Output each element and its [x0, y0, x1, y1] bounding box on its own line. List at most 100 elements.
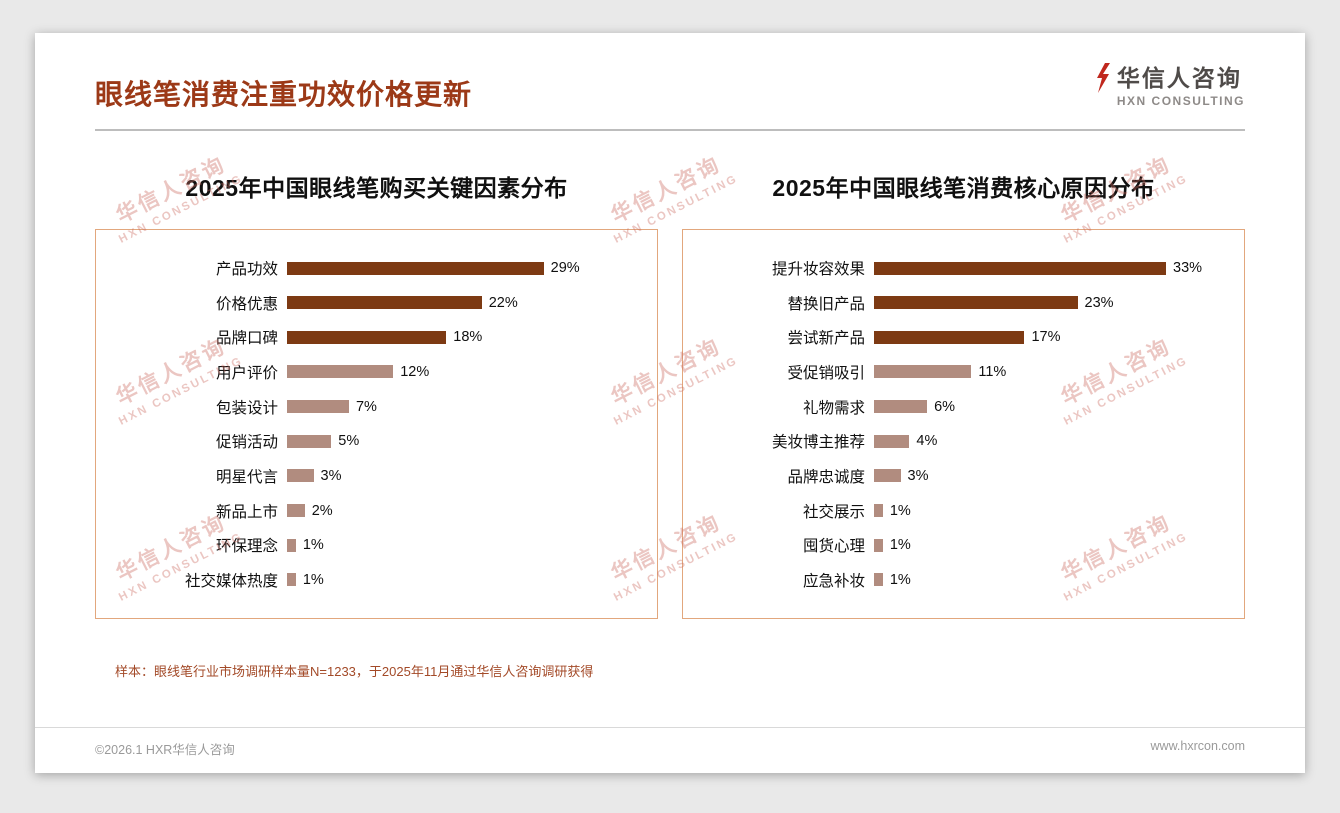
- bar-value-label: 2%: [311, 502, 333, 519]
- header: 眼线笔消费注重功效价格更新 华信人咨询 HXN CONSULTING: [35, 33, 1305, 113]
- charts-section: 2025年中国眼线笔购买关键因素分布 产品功效 29% 价格优惠 22% 品牌口碑 18%…: [35, 169, 1305, 619]
- bar-value-label: 6%: [934, 398, 956, 415]
- bar-value-label: 29%: [550, 260, 580, 276]
- company-logo: 华信人咨询 HXN CONSULTING: [1094, 59, 1245, 108]
- bar-track: 4%: [874, 433, 1228, 449]
- sample-footnote: 样本：眼线笔行业市场调研样本量N=1233，于2025年11月通过华信人咨询调研…: [115, 664, 594, 679]
- bar: [874, 434, 910, 448]
- bar-row: 促销活动 5%: [106, 425, 641, 457]
- bar-track: 1%: [874, 572, 1228, 588]
- bar-value-label: 17%: [1031, 329, 1061, 346]
- bar-value-label: 1%: [889, 502, 911, 519]
- bar-value-label: 1%: [302, 537, 324, 554]
- bar-track: 5%: [287, 433, 641, 449]
- logo-name: 华信人咨询: [1116, 65, 1242, 91]
- bar-category-label: 包装设计: [215, 399, 278, 417]
- bar-row: 环保理念 1%: [106, 529, 641, 561]
- bar: [287, 330, 447, 344]
- bar-track: 2%: [287, 503, 641, 519]
- bar-track: 3%: [287, 468, 641, 484]
- bar-value-label: 33%: [1173, 260, 1203, 276]
- bar: [287, 469, 314, 483]
- bar-row: 品牌口碑 18%: [106, 321, 641, 353]
- bar: [874, 504, 883, 518]
- bar-track: 3%: [874, 468, 1228, 484]
- bar-category-label: 提升妆容效果: [771, 261, 865, 278]
- footer: ©2026.1 HXR华信人咨询 www.hxrcon.com: [35, 727, 1305, 773]
- bar-category-label: 礼物需求: [802, 399, 865, 417]
- bar: [287, 434, 332, 448]
- logo-subtitle: HXN CONSULTING: [1116, 94, 1245, 108]
- report-slide: 华信人咨询 HXN CONSULTING 华信人咨询 HXN CONSULTING 华信…: [35, 33, 1305, 773]
- bar-category-label: 美妆博主推荐: [771, 434, 865, 452]
- bar-value-label: 1%: [889, 571, 911, 588]
- bar: [287, 504, 305, 518]
- bar-track: 1%: [874, 503, 1228, 519]
- bar-value-label: 3%: [907, 467, 929, 484]
- bar: [874, 469, 901, 483]
- bar-category-label: 用户评价: [215, 364, 278, 382]
- bar-value-label: 23%: [1084, 294, 1114, 311]
- bar-category-label: 品牌口碑: [215, 330, 278, 348]
- bar-row: 礼物需求 6%: [693, 391, 1228, 423]
- bar-category-label: 社交媒体热度: [184, 572, 278, 590]
- chart-block-purchase-factors: 2025年中国眼线笔购买关键因素分布 产品功效 29% 价格优惠 22% 品牌口碑 18%…: [95, 169, 658, 619]
- footer-website: www.hxrcon.com: [1150, 739, 1245, 753]
- bar: [287, 400, 349, 414]
- bar-value-label: 3%: [320, 467, 342, 484]
- bar-value-label: 4%: [916, 433, 938, 450]
- bar-category-label: 促销活动: [215, 434, 278, 452]
- bar: [287, 365, 394, 379]
- bar-track: 6%: [874, 399, 1228, 415]
- logo-text: 华信人咨询 HXN CONSULTING: [1117, 59, 1245, 108]
- bar-value-label: 1%: [302, 571, 324, 588]
- bar: [874, 261, 1167, 275]
- logo-bolt-icon: [1094, 63, 1111, 98]
- bar-row: 社交展示 1%: [693, 495, 1228, 527]
- bar-category-label: 替换旧产品: [787, 295, 865, 313]
- bar-track: 17%: [874, 329, 1228, 345]
- bar-row: 包装设计 7%: [106, 391, 641, 423]
- chart-title-right: 2025年中国眼线笔消费核心原因分布: [772, 175, 1155, 201]
- bar-row: 受促销吸引 11%: [693, 356, 1228, 388]
- bar-row: 替换旧产品 23%: [693, 287, 1228, 319]
- bar-category-label: 社交展示: [802, 503, 865, 521]
- bar-row: 明星代言 3%: [106, 460, 641, 492]
- bar-category-label: 产品功效: [215, 261, 278, 278]
- bar: [287, 573, 296, 587]
- bar-row: 用户评价 12%: [106, 356, 641, 388]
- page-title: 眼线笔消费注重功效价格更新: [95, 79, 473, 110]
- bar: [287, 296, 482, 310]
- bar-value-label: 11%: [978, 363, 1007, 380]
- bar-value-label: 5%: [338, 433, 360, 450]
- bar-track: 33%: [874, 260, 1228, 276]
- bar-track: 29%: [287, 260, 641, 276]
- bar-category-label: 价格优惠: [215, 295, 278, 313]
- bar-track: 1%: [874, 537, 1228, 553]
- chart-panel-left: 产品功效 29% 价格优惠 22% 品牌口碑 18% 用户评价 12% 包装设计 7% 促销活动 5%…: [95, 229, 658, 619]
- bar: [874, 365, 972, 379]
- bar-category-label: 囤货心理: [802, 538, 865, 556]
- bar-category-label: 品牌忠诚度: [787, 468, 865, 486]
- chart-panel-right: 提升妆容效果 33% 替换旧产品 23% 尝试新产品 17% 受促销吸引 11% 礼物需求 6% 美…: [682, 229, 1245, 619]
- bar-track: 18%: [287, 329, 641, 345]
- bar-track: 1%: [287, 572, 641, 588]
- bar-value-label: 22%: [488, 294, 518, 311]
- bar-track: 1%: [287, 537, 641, 553]
- bar-row: 尝试新产品 17%: [693, 321, 1228, 353]
- bar: [287, 261, 544, 275]
- bar-row: 囤货心理 1%: [693, 529, 1228, 561]
- bar: [874, 330, 1025, 344]
- bar-value-label: 18%: [453, 329, 483, 346]
- bar: [874, 296, 1078, 310]
- bar: [874, 400, 928, 414]
- bar-track: 22%: [287, 295, 641, 311]
- chart-title-left: 2025年中国眼线笔购买关键因素分布: [185, 175, 568, 201]
- bar-category-label: 新品上市: [215, 503, 278, 521]
- bar-category-label: 明星代言: [215, 468, 278, 486]
- bar-track: 7%: [287, 399, 641, 415]
- bar-value-label: 7%: [355, 398, 377, 415]
- bar-track: 23%: [874, 295, 1228, 311]
- bar: [287, 538, 296, 552]
- bar-row: 社交媒体热度 1%: [106, 564, 641, 596]
